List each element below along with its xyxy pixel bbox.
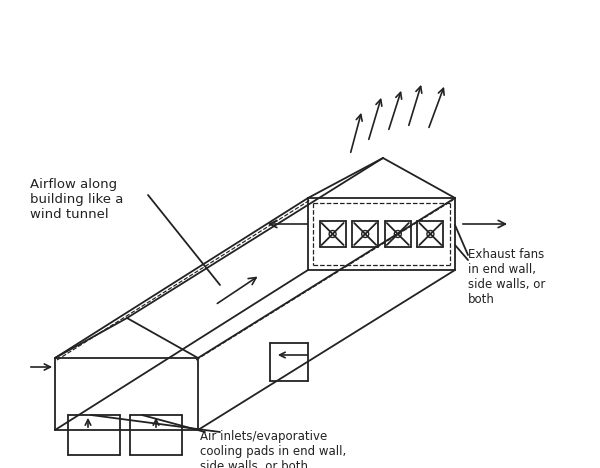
Text: Air inlets/evaporative
cooling pads in end wall,
side walls, or both: Air inlets/evaporative cooling pads in e…: [200, 430, 346, 468]
Text: Exhaust fans
in end wall,
side walls, or
both: Exhaust fans in end wall, side walls, or…: [468, 248, 545, 306]
Text: Airflow along
building like a
wind tunnel: Airflow along building like a wind tunne…: [30, 178, 124, 221]
